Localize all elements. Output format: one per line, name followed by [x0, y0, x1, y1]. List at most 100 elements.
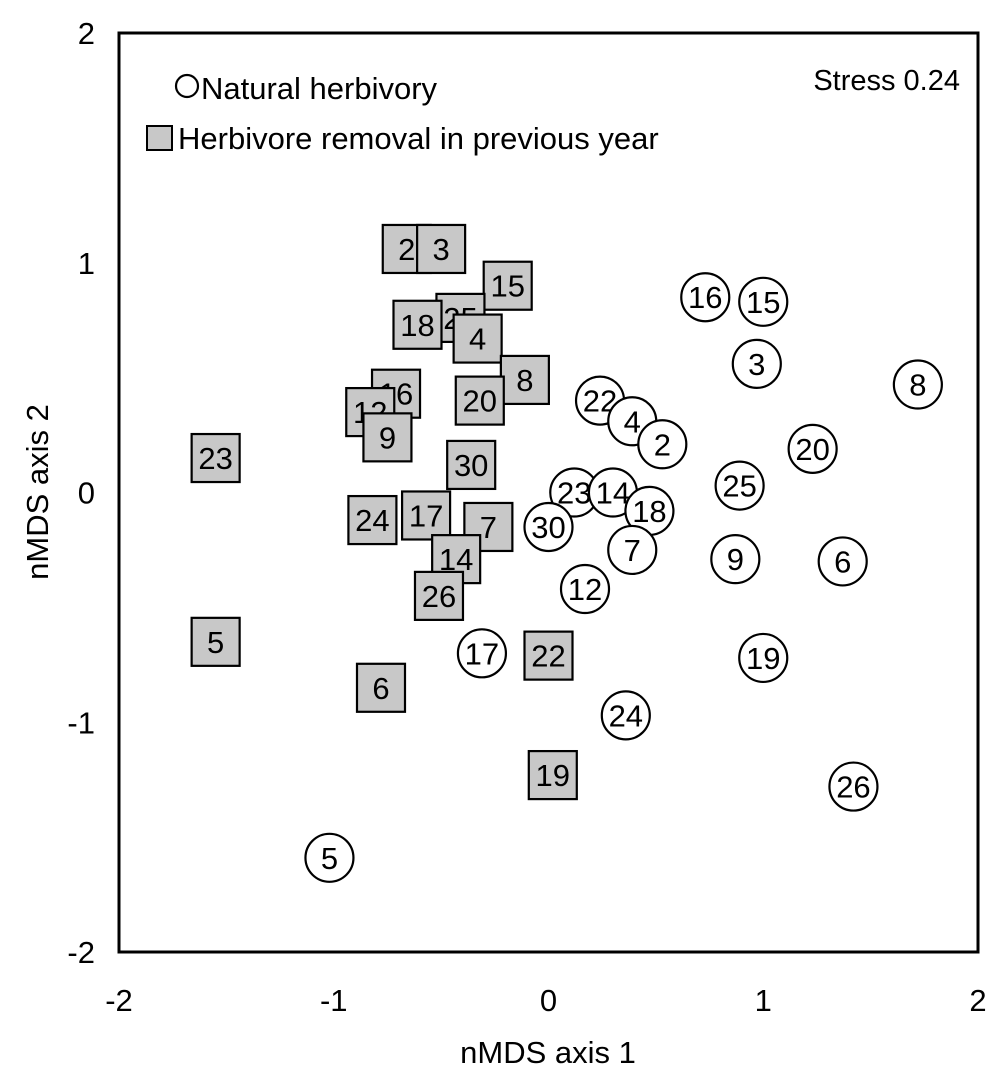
y-tick-labels: 2 1 0 -1 -2 [67, 16, 95, 970]
square-point-22: 22 [523, 630, 574, 681]
point-label: 3 [748, 347, 765, 382]
point-label: 17 [409, 498, 443, 533]
point-label: 8 [909, 368, 926, 403]
legend-circle-marker [174, 73, 200, 99]
square-marker [452, 313, 503, 364]
square-point-9: 9 [362, 412, 413, 463]
square-point-17: 17 [400, 490, 452, 541]
circle-marker [892, 359, 943, 410]
point-label: 18 [632, 494, 666, 529]
circle-point-18: 18 [624, 485, 675, 536]
legend: Natural herbivory Herbivore removal in p… [146, 71, 659, 156]
point-label: 8 [516, 363, 533, 398]
point-label: 25 [722, 469, 756, 504]
square-point-18: 18 [392, 299, 443, 350]
circle-point-3: 3 [731, 338, 782, 389]
point-label: 19 [746, 641, 780, 676]
circle-point-26: 26 [828, 761, 879, 812]
circle-point-30: 30 [523, 501, 574, 553]
square-marker [523, 630, 574, 681]
square-marker [392, 299, 443, 350]
circle-point-19: 19 [738, 632, 789, 684]
point-label: 19 [536, 758, 570, 793]
circle-point-9: 9 [710, 534, 761, 585]
circle-point-20: 20 [787, 423, 838, 474]
point-label: 7 [624, 533, 641, 568]
square-marker [527, 749, 578, 801]
point-label: 6 [372, 671, 389, 706]
x-tick-labels: -2 -1 0 1 2 [105, 983, 986, 1018]
legend-square-marker [146, 125, 173, 151]
circle-point-25: 25 [714, 460, 765, 511]
square-point-4: 4 [452, 313, 503, 364]
circle-marker [714, 460, 765, 511]
square-point-30: 30 [446, 439, 497, 491]
y-tick-label: -1 [67, 705, 95, 740]
stress-annotation: Stress 0.24 [813, 65, 960, 97]
y-tick-label: 2 [78, 16, 95, 51]
circle-point-23: 23 [549, 467, 600, 518]
circle-marker [559, 563, 611, 615]
square-marker [446, 439, 497, 491]
circle-marker [680, 272, 731, 323]
plot-frame [117, 31, 980, 954]
circle-marker [523, 501, 574, 553]
square-point-26: 26 [413, 570, 465, 621]
point-label: 18 [400, 308, 434, 343]
point-label: 30 [531, 510, 565, 545]
point-label: 16 [688, 280, 722, 315]
y-axis-title: nMDS axis 2 [20, 404, 55, 580]
point-label: 17 [465, 636, 499, 671]
square-marker [347, 494, 398, 546]
circle-marker [731, 338, 782, 389]
point-label: 3 [433, 232, 450, 267]
circle-marker [456, 628, 508, 679]
point-label: 20 [795, 432, 829, 467]
circle-point-12: 12 [559, 563, 611, 615]
point-label: 20 [463, 384, 497, 419]
square-marker [413, 570, 465, 621]
square-point-23: 23 [190, 432, 241, 484]
circle-point-17: 17 [456, 628, 508, 679]
y-tick-label: -2 [67, 935, 95, 970]
square-point-19: 19 [527, 749, 578, 801]
legend-label-herbivore-removal: Herbivore removal in previous year [178, 121, 659, 156]
point-label: 26 [836, 770, 870, 805]
point-label: 23 [557, 476, 591, 511]
circle-point-14: 14 [587, 467, 639, 518]
point-label: 2 [398, 232, 415, 267]
point-label: 30 [454, 448, 488, 483]
point-label: 12 [568, 572, 602, 607]
circle-point-16: 16 [680, 272, 731, 323]
x-tick-label: -1 [320, 983, 348, 1018]
circle-marker [637, 419, 688, 470]
square-marker [355, 662, 407, 713]
point-label: 15 [746, 285, 780, 320]
point-label: 5 [321, 841, 338, 876]
square-point-5: 5 [190, 616, 241, 667]
square-marker [400, 490, 452, 541]
point-label: 2 [654, 427, 671, 462]
point-label: 4 [469, 322, 486, 357]
point-label: 23 [198, 441, 232, 476]
point-label: 15 [490, 269, 524, 304]
x-axis-title: nMDS axis 1 [460, 1035, 636, 1070]
x-tick-label: 1 [755, 983, 772, 1018]
point-label: 7 [480, 510, 497, 545]
square-point-8: 8 [499, 354, 550, 406]
legend-label-natural-herbivory: Natural herbivory [201, 71, 438, 106]
square-marker [190, 616, 241, 667]
point-label: 26 [422, 579, 456, 614]
circle-marker [600, 690, 651, 741]
y-tick-label: 1 [78, 246, 95, 281]
square-marker [416, 223, 467, 275]
point-label: 22 [531, 639, 565, 674]
square-point-3: 3 [416, 223, 467, 275]
square-marker [482, 260, 533, 311]
square-point-15: 15 [482, 260, 533, 311]
square-marker [362, 412, 413, 463]
x-tick-label: 0 [540, 983, 557, 1018]
circle-point-6: 6 [817, 536, 868, 587]
square-point-6: 6 [355, 662, 407, 713]
